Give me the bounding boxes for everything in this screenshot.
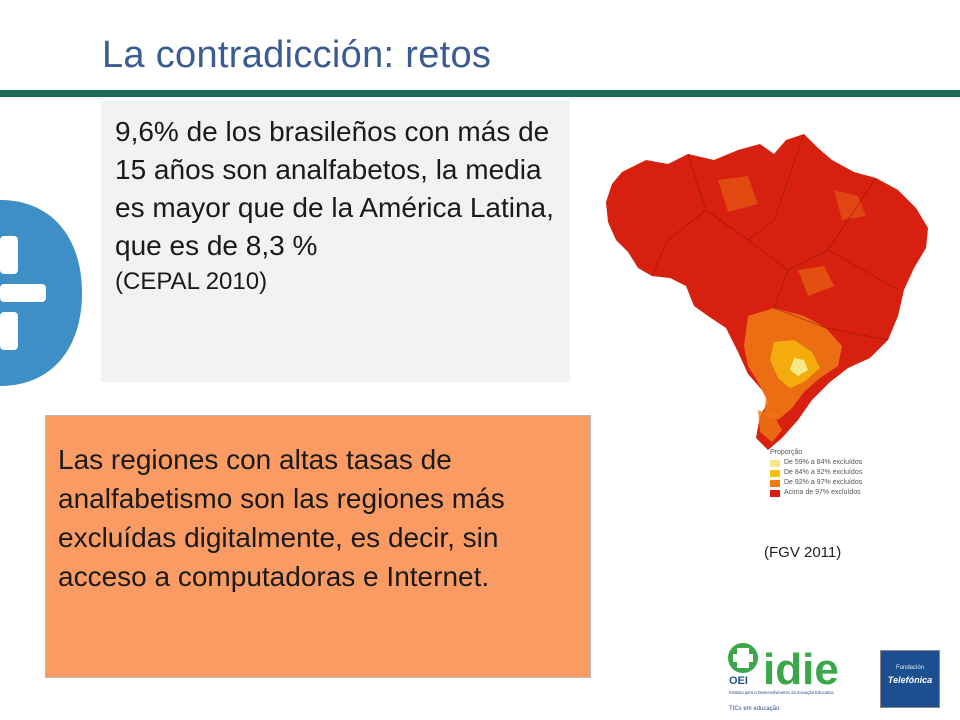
legend-label: Acima de 97% excluídos: [784, 489, 861, 496]
legend-item: De 59% a 84% excluídos: [770, 458, 862, 468]
telefonica-wordmark: Telefónica: [887, 675, 933, 685]
legend-label: De 59% a 84% excluídos: [784, 459, 863, 466]
legend-swatch: [770, 489, 780, 497]
map-legend: Proporção De 59% a 84% excluídos De 84% …: [770, 448, 862, 498]
slide-title: La contradicción: retos: [102, 34, 492, 76]
legend-item: De 84% a 92% excluídos: [770, 468, 862, 478]
idie-subtitle: TICs em educação: [729, 706, 780, 712]
legend-item: De 92% a 97% excluídos: [770, 478, 862, 488]
legend-item: Acima de 97% excluídos: [770, 488, 862, 498]
fgv-source: (FGV 2011): [764, 544, 842, 561]
oei-wordmark: OEI: [729, 675, 748, 687]
digital-exclusion-text: Las regiones con altas tasas de analfabe…: [58, 444, 505, 592]
legend-label: De 92% a 97% excluídos: [784, 479, 863, 486]
illiteracy-statistic-text: 9,6% de los brasileños con más de 15 año…: [115, 116, 554, 261]
idie-wordmark: idie: [763, 645, 839, 694]
oei-cross-logo-icon: [0, 200, 82, 386]
telefonica-foundation-logo: Fundación Telefónica: [880, 650, 940, 708]
illiteracy-statistic-box: 9,6% de los brasileños con más de 15 año…: [101, 101, 570, 382]
legend-label: De 84% a 92% excluídos: [784, 469, 863, 476]
idie-tagline: Instituto para o Desenvolvimento da Inov…: [729, 690, 834, 695]
map-legend-title: Proporção: [770, 449, 803, 456]
telefonica-foundation-label: Fundación: [895, 665, 925, 671]
title-divider: [0, 90, 960, 97]
cepal-source: (CEPAL 2010): [115, 268, 268, 295]
idie-logo: OEI idie Instituto para o Desenvolviment…: [728, 643, 839, 712]
legend-swatch: [770, 469, 780, 477]
brazil-exclusion-map: [606, 133, 928, 450]
digital-exclusion-box: Las regiones con altas tasas de analfabe…: [45, 415, 591, 678]
legend-swatch: [770, 479, 780, 487]
legend-swatch: [770, 459, 780, 467]
